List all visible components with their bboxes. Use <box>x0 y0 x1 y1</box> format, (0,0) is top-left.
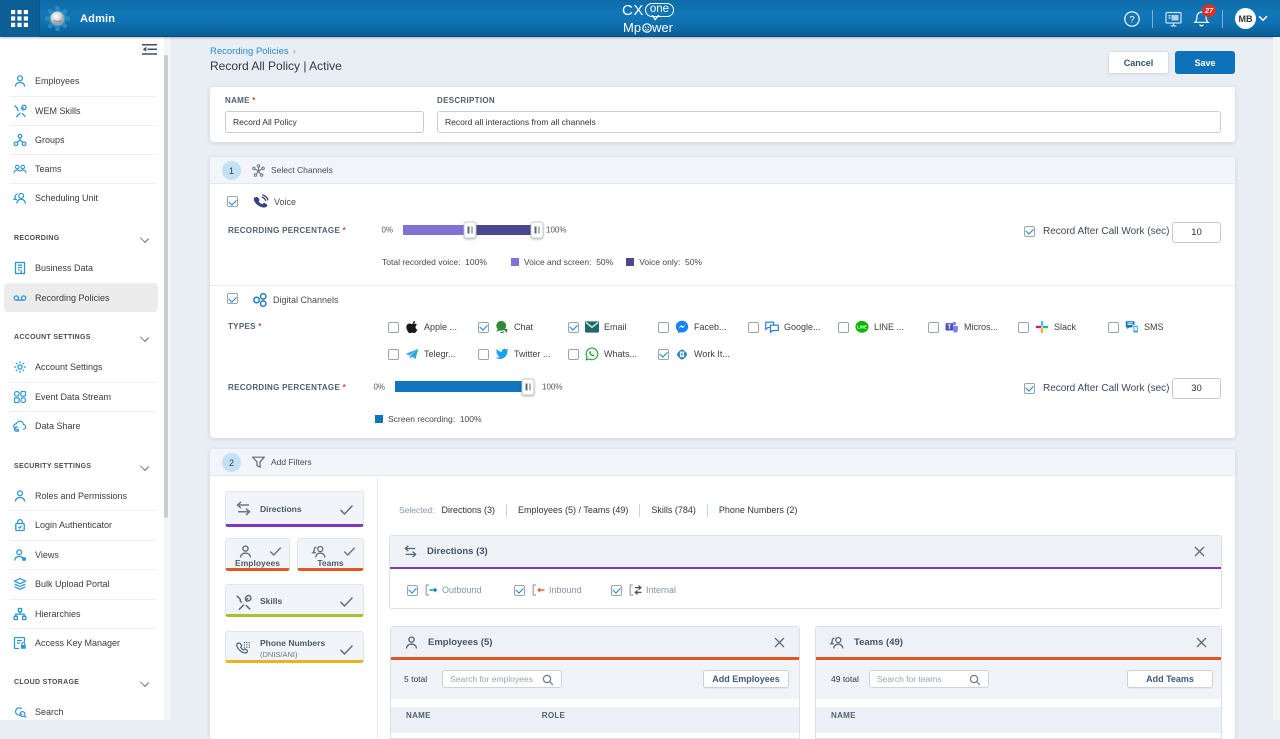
svg-text:T: T <box>947 325 951 331</box>
svg-text:?: ? <box>1129 14 1134 25</box>
svg-text:LINE: LINE <box>857 325 867 330</box>
